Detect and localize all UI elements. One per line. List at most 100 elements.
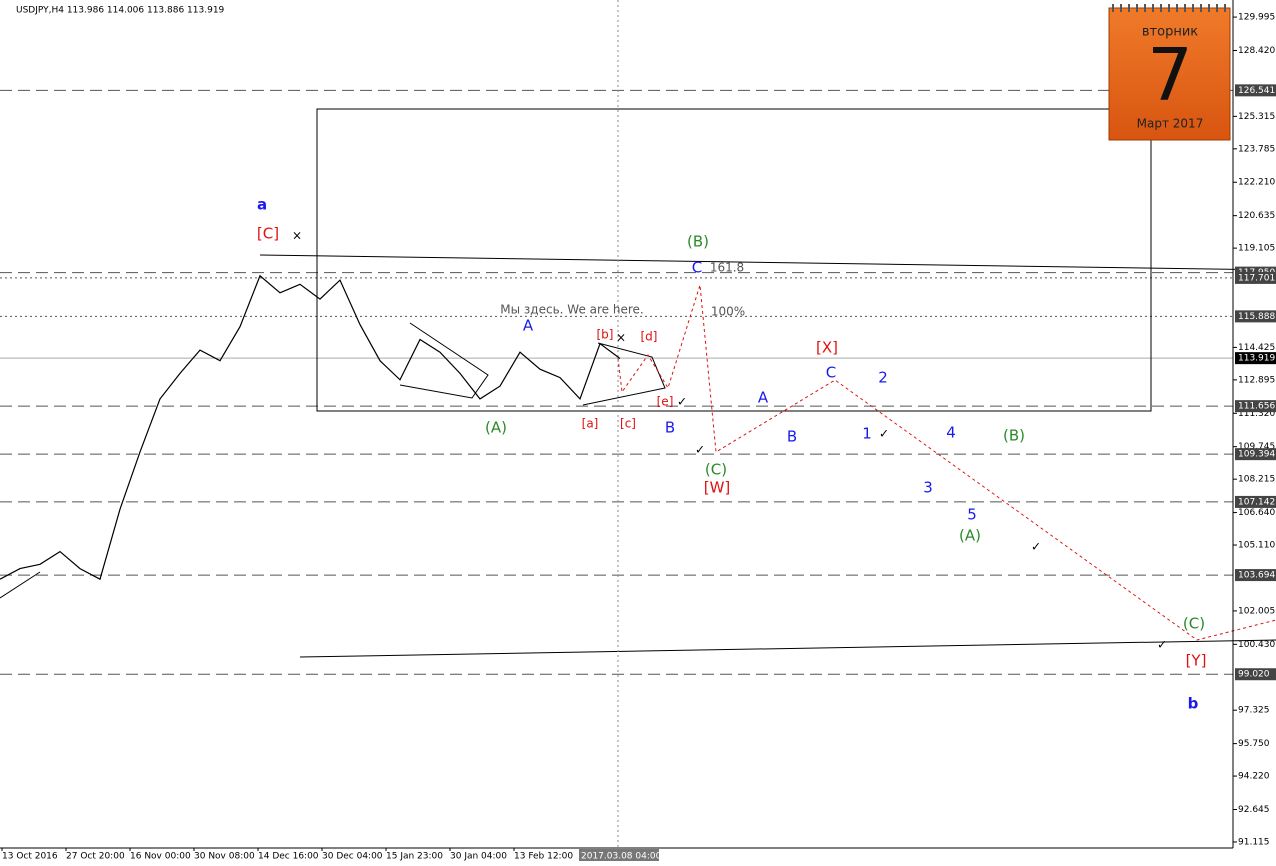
y-tick-label: 94.220	[1238, 772, 1270, 782]
wave-label: [b]	[597, 328, 614, 342]
y-tick-label: 112.895	[1238, 375, 1275, 385]
calendar-page	[1108, 7, 1231, 141]
calendar: вторник 7 Март 2017	[1108, 4, 1231, 141]
y-tick-label: 125.315	[1238, 112, 1275, 122]
x-tick-label: 30 Jan 04:00	[450, 852, 507, 862]
level-tag	[1235, 448, 1276, 461]
wave-label: [X]	[816, 339, 838, 357]
y-tick-label: 129.995	[1238, 13, 1275, 23]
y-tick-label: 105.110	[1238, 541, 1275, 551]
wave-label: b	[1188, 695, 1199, 713]
trend-line	[0, 571, 41, 599]
annotations: a [C] (B) C 161.8 Мы здесь. We are here.…	[257, 196, 1207, 713]
wave-label: (A)	[485, 419, 507, 437]
cross-icon: ×	[616, 331, 626, 345]
note: 161.8	[710, 261, 744, 275]
level-tag	[1235, 668, 1276, 681]
y-tick-label: 122.210	[1238, 178, 1275, 188]
y-tick-label: 128.420	[1238, 46, 1275, 56]
wave-label: a	[257, 196, 267, 214]
check-icon: ✓	[1031, 540, 1041, 554]
y-tick-label: 108.215	[1238, 475, 1275, 485]
wave-label: [a]	[582, 417, 599, 431]
wave-label: A	[758, 389, 769, 407]
level-label: 107.142	[1238, 497, 1275, 507]
x-tick-label: 15 Jan 23:00	[386, 852, 443, 862]
y-tick-label: 102.005	[1238, 606, 1275, 616]
wave-label: (B)	[687, 233, 709, 251]
note: Мы здесь. We are here.	[500, 303, 643, 317]
check-icon: ✓	[695, 443, 705, 457]
wave-label: (A)	[959, 527, 981, 545]
note: 100%	[711, 305, 745, 319]
y-tick-label: 119.105	[1238, 244, 1275, 254]
level-tag	[1235, 310, 1276, 323]
price-line	[0, 274, 621, 581]
level-label: 117.701	[1238, 273, 1275, 283]
calendar-day: 7	[1147, 33, 1193, 117]
wave-label: [d]	[641, 330, 658, 344]
wave-label: [e]	[657, 395, 674, 409]
x-tick-label: 13 Feb 12:00	[514, 852, 573, 862]
wave-label: B	[787, 428, 797, 446]
y-tick-label: 97.325	[1238, 706, 1270, 716]
icons: × × ✓ ✓ ✓ ✓ ✓	[292, 229, 1167, 652]
y-tick-label: 109.745	[1238, 442, 1275, 452]
x-tick-label: 30 Dec 04:00	[322, 852, 383, 862]
wave-label: [Y]	[1186, 652, 1207, 670]
y-tick-label: 114.425	[1238, 343, 1275, 353]
wave-label: 1	[862, 425, 872, 443]
range-box	[316, 108, 1152, 412]
level-label: 99.020	[1238, 670, 1270, 680]
y-tick-label: 120.635	[1238, 211, 1275, 221]
calendar-rings	[1112, 4, 1226, 12]
trend-line	[259, 254, 1276, 271]
cross-icon: ×	[292, 229, 302, 243]
level-label: 111.656	[1238, 402, 1275, 412]
level-tag	[1235, 400, 1276, 413]
level-label: 113.919	[1238, 354, 1275, 364]
level-tag	[1235, 495, 1276, 508]
triangle	[399, 322, 489, 399]
plot	[0, 274, 621, 581]
check-icon: ✓	[1157, 638, 1167, 652]
wave-label: [C]	[257, 225, 279, 243]
x-tick-label: 30 Nov 08:00	[194, 852, 255, 862]
x-tick-label: 27 Oct 20:00	[66, 852, 125, 862]
y-tick-label: 95.750	[1238, 739, 1270, 749]
crosshair-label: 2017.03.08 04:00	[581, 852, 662, 862]
x-tick-label: 13 Oct 2016	[2, 852, 58, 862]
level-tag	[1235, 569, 1276, 582]
x-tick-label: 16 Nov 00:00	[130, 852, 191, 862]
wave-label: [W]	[704, 479, 731, 497]
wave-label: 5	[967, 506, 977, 524]
levels	[0, 89, 1233, 675]
check-icon: ✓	[677, 395, 687, 409]
level-label: 126.541	[1238, 86, 1275, 96]
y-tick-label: 111.320	[1238, 409, 1275, 419]
wave-label: C	[692, 259, 702, 277]
y-tick-label: 123.785	[1238, 144, 1275, 154]
level-label: 103.694	[1238, 571, 1275, 581]
y-tick-label: 106.640	[1238, 508, 1275, 518]
level-label: 115.888	[1238, 312, 1275, 322]
level-tag	[1235, 352, 1276, 365]
wave-label: (C)	[1183, 615, 1205, 633]
wave-label: 4	[946, 424, 956, 442]
wave-label: (B)	[1003, 427, 1025, 445]
chart-title: USDJPY,H4 113.986 114.006 113.886 113.91…	[16, 6, 225, 16]
projection	[617, 284, 1276, 641]
y-tick-label: 91.115	[1238, 837, 1270, 847]
wave-label: C	[826, 364, 836, 382]
calendar-weekday: вторник	[1142, 25, 1198, 40]
triangle	[582, 342, 666, 406]
axes: 129.995 128.420 125.315 123.785 122.210 120.6…	[1, 13, 1276, 862]
wave-label: 2	[878, 369, 888, 387]
y-tick-label: 100.430	[1238, 640, 1275, 650]
wave-label: B	[665, 419, 675, 437]
level-label: 109.394	[1238, 450, 1275, 460]
wave-label: [c]	[620, 417, 636, 431]
wave-label: (C)	[705, 461, 727, 479]
